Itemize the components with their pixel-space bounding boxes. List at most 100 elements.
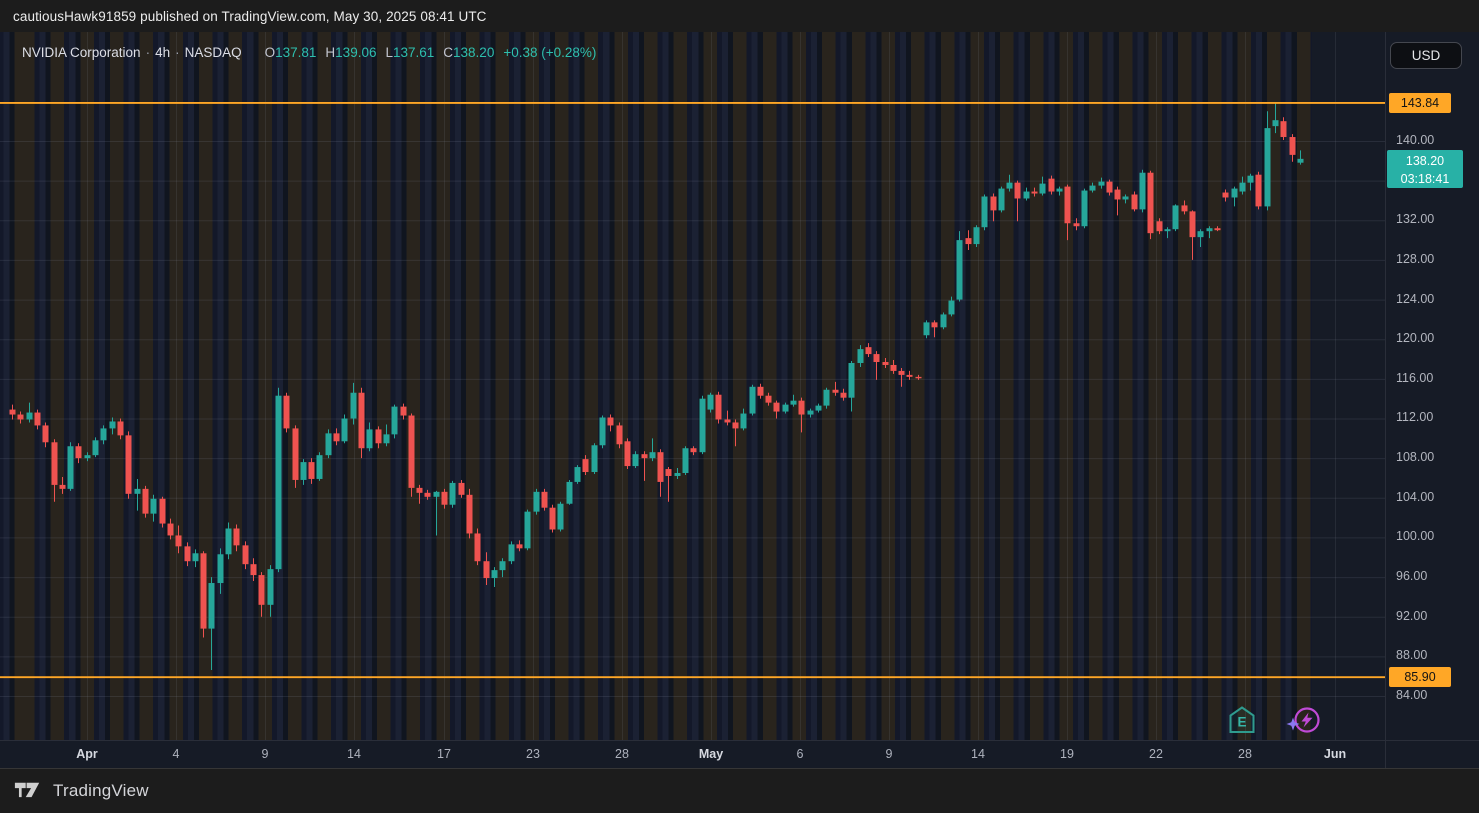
candle-body [366,429,373,449]
candle-body [566,481,573,504]
alert-price-label[interactable]: 85.90 [1389,667,1451,688]
candle-body [865,347,872,355]
low-value: 137.61 [392,45,435,60]
candle-body [391,406,398,435]
price-tick-label: 140.00 [1396,133,1435,147]
candle-body [724,419,731,423]
chart-pane[interactable]: NVIDIA Corporation · 4h · NASDAQ O137.81 H139.… [0,32,1479,740]
time-axis-label: 4 [172,747,180,761]
candle-body [458,482,465,495]
candle-body [1039,183,1046,194]
candle-body [815,405,822,411]
candle-body [184,546,191,562]
candle-body [341,418,348,442]
candle-body [773,402,780,412]
session-stripes-background [0,32,1312,740]
candle-body [233,528,240,546]
candle-body [1189,211,1196,238]
interval-label[interactable]: 4h [155,45,171,60]
candle-body [1031,191,1038,194]
ohlc-readout: O137.81 H139.06 L137.61 C138.20 +0.38 (+0.28… [256,45,597,60]
alert-price-label[interactable]: 143.84 [1389,92,1451,113]
candle-body [973,227,980,245]
price-tick-label: 96.00 [1396,569,1428,584]
candle-body [624,441,631,467]
candle-body [1280,121,1287,138]
candle-body [441,491,448,505]
candle-body [433,491,440,497]
candle-body [308,462,315,479]
change-value: +0.38 (+0.28%) [503,45,597,60]
candle-body [1255,174,1262,207]
tradingview-logo-icon[interactable] [14,780,44,802]
tradingview-brand-text[interactable]: TradingView [53,781,149,800]
candle-body [42,425,49,443]
candlestick-chart[interactable] [0,32,1385,740]
candle-body [175,535,182,547]
price-tick-label: 124.00 [1396,291,1435,306]
time-axis-label: 28 [1238,747,1252,761]
flash-alert-icon[interactable] [1286,704,1322,736]
low-label: L [385,45,393,60]
candle-body [92,440,99,456]
candle-body [84,455,91,459]
chart-corner-icons: E [1228,704,1322,736]
axis-corner-divider [1385,741,1386,768]
candle-body [375,429,382,444]
candle-body [167,523,174,536]
open-value: 137.81 [275,45,317,60]
footer-bar: TradingView [0,769,1479,813]
candle-body [541,491,548,508]
legend-separator: · [175,45,180,60]
candle-body [1289,137,1296,155]
symbol-name[interactable]: NVIDIA Corporation [22,45,141,60]
time-axis-label: 14 [347,747,361,761]
candle-body [557,503,564,530]
currency-button[interactable]: USD [1390,42,1462,69]
candle-body [1214,228,1221,231]
legend-separator: · [145,45,151,60]
candle-body [67,446,74,489]
candle-body [732,422,739,429]
candle-body [17,414,24,420]
candle-body [34,412,41,426]
candle-body [657,452,664,482]
candle-body [890,364,897,371]
candle-body [1098,181,1105,186]
candle-body [142,488,149,514]
candle-body [275,395,282,570]
price-tick-label: 104.00 [1396,489,1435,504]
time-axis-label: 9 [885,747,893,761]
candle-body [1239,182,1246,192]
candle-body [1147,172,1154,234]
candle-body [665,469,672,476]
price-axis[interactable]: 138.20 03:18:41 140.00 132.00 128.00 124.00… [1385,32,1479,740]
candle-body [134,488,141,494]
candle-body [715,394,722,420]
candle-body [1172,205,1179,230]
candle-body [208,583,215,629]
candle-body [499,561,506,571]
candle-body [383,434,390,444]
time-axis[interactable]: Apr 4 9 14 17 23 28 May 6 9 14 19 22 28 Jun [0,740,1479,769]
candle-body [823,389,830,406]
candle-body [474,533,481,562]
candle-body [740,413,747,429]
candle-body [981,196,988,228]
earnings-icon[interactable]: E [1228,705,1256,735]
candle-body [59,484,66,489]
candle-body [1264,128,1271,207]
candle-body [898,370,905,375]
candle-body [931,322,938,328]
candle-body [1014,182,1021,199]
candle-body [9,409,16,415]
candle-body [682,448,689,474]
candle-body [1139,172,1146,210]
close-label: C [443,45,454,60]
candle-body [782,404,789,412]
candle-body [267,569,274,605]
candle-body [491,570,498,579]
symbol-legend[interactable]: NVIDIA Corporation · 4h · NASDAQ O137.81 H139.… [22,45,596,60]
candle-body [100,428,107,441]
candle-body [1247,175,1254,183]
